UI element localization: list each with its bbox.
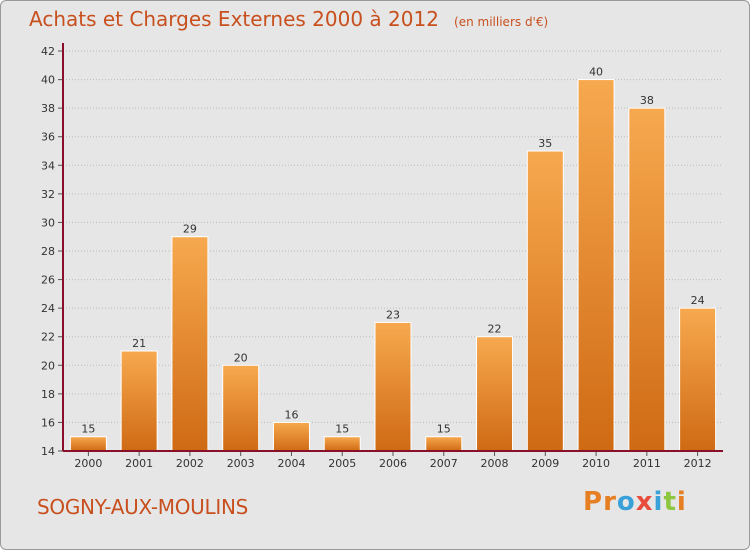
x-tick-label-2002: 2002 xyxy=(176,457,204,470)
proxiti-logo[interactable]: Proxiti xyxy=(583,487,687,517)
logo-letter: o xyxy=(616,487,636,517)
commune-name: SOGNY-AUX-MOULINS xyxy=(37,495,248,519)
bar-2011 xyxy=(628,107,666,452)
x-tick-label-2004: 2004 xyxy=(277,457,305,470)
y-tick-label: 30 xyxy=(41,216,55,229)
x-tick-label-2006: 2006 xyxy=(379,457,407,470)
data-label-2008: 22 xyxy=(488,323,502,336)
logo-letter: i xyxy=(653,487,664,517)
data-label-2009: 35 xyxy=(538,137,552,150)
bar-2000 xyxy=(69,436,107,452)
y-tick-label: 40 xyxy=(41,74,55,87)
y-tick-label: 36 xyxy=(41,131,55,144)
bar-2002 xyxy=(171,236,209,452)
bar-2006 xyxy=(374,321,412,452)
x-tick-label-2009: 2009 xyxy=(531,457,559,470)
bar-2005 xyxy=(323,436,361,452)
data-label-2001: 21 xyxy=(132,337,146,350)
y-tick-label: 22 xyxy=(41,331,55,344)
bar-2012 xyxy=(679,307,717,452)
chart-title-unit: (en milliers d'€) xyxy=(454,15,549,29)
data-label-2005: 15 xyxy=(335,423,349,436)
data-label-2012: 24 xyxy=(691,294,705,307)
x-tick-label-2005: 2005 xyxy=(328,457,356,470)
bar-2008 xyxy=(476,336,514,452)
x-tick-label-2000: 2000 xyxy=(74,457,102,470)
y-tick-label: 34 xyxy=(41,159,55,172)
data-label-2000: 15 xyxy=(81,423,95,436)
y-tick-label: 42 xyxy=(41,45,55,58)
y-tick-label: 20 xyxy=(41,359,55,372)
y-tick-label: 28 xyxy=(41,245,55,258)
x-tick-label-2011: 2011 xyxy=(633,457,661,470)
y-tick-label: 18 xyxy=(41,388,55,401)
data-label-2011: 38 xyxy=(640,94,654,107)
bar-2010 xyxy=(577,79,615,452)
data-label-2002: 29 xyxy=(183,223,197,236)
data-label-2007: 15 xyxy=(437,423,451,436)
logo-letter: i xyxy=(676,487,687,517)
y-tick-label: 16 xyxy=(41,416,55,429)
chart-title-main: Achats et Charges Externes 2000 à 2012 xyxy=(29,7,439,31)
bar-layer xyxy=(69,79,717,452)
bar-2003 xyxy=(222,364,260,452)
logo-letter: r xyxy=(603,487,617,517)
y-tick-label: 26 xyxy=(41,274,55,287)
x-tick-label-2007: 2007 xyxy=(430,457,458,470)
label-layer: 15 21 29 20 16 15 23 15 22 35 40 38 24 xyxy=(81,66,704,436)
x-tick-label-2012: 2012 xyxy=(684,457,712,470)
data-label-2004: 16 xyxy=(284,408,298,421)
x-tick-label-2008: 2008 xyxy=(481,457,509,470)
x-tick-label-2003: 2003 xyxy=(227,457,255,470)
x-tick-label-2010: 2010 xyxy=(582,457,610,470)
bar-2004 xyxy=(272,421,310,452)
bar-2009 xyxy=(526,150,564,452)
x-tick-label-2001: 2001 xyxy=(125,457,153,470)
logo-letter: t xyxy=(663,487,677,517)
bar-2007 xyxy=(425,436,463,452)
logo-letter: P xyxy=(583,487,604,517)
data-label-2003: 20 xyxy=(234,351,248,364)
logo-letter: x xyxy=(635,487,654,517)
axis-layer: 14 16 18 20 22 24 26 28 30 32 34 36 38 40 42 2000 2001 20… xyxy=(41,43,723,470)
bar-2001 xyxy=(120,350,158,452)
y-tick-label: 32 xyxy=(41,188,55,201)
y-tick-label: 38 xyxy=(41,102,55,115)
data-label-2010: 40 xyxy=(589,66,603,79)
data-label-2006: 23 xyxy=(386,308,400,321)
chart-title: Achats et Charges Externes 2000 à 2012 (… xyxy=(29,7,548,31)
y-tick-label: 24 xyxy=(41,302,55,315)
y-tick-label: 14 xyxy=(41,445,55,458)
